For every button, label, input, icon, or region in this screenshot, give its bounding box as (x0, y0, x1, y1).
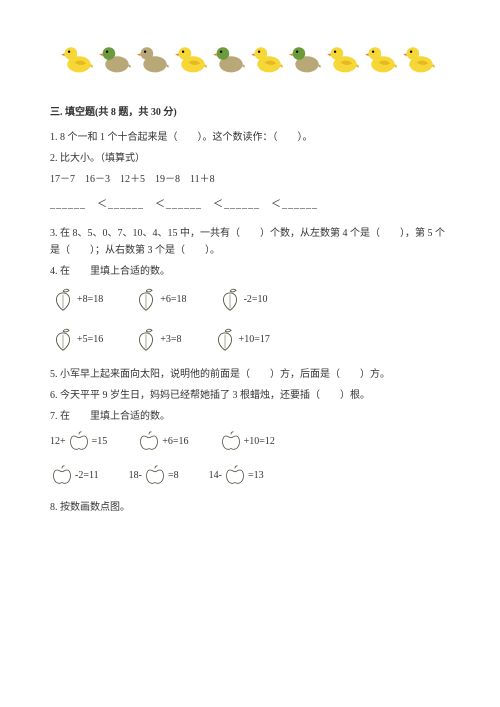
question-4: 4. 在 里填上合适的数。 (50, 263, 450, 280)
equation-post: =8 (168, 467, 179, 484)
equation-post: =15 (92, 433, 108, 450)
duck-border (50, 40, 450, 76)
question-3: 3. 在 8、5、0、7、10、4、15 中，一共有（ ）个数，从左数第 4 个… (50, 225, 450, 259)
equation-post: +10=12 (244, 433, 275, 450)
duck-icon (403, 40, 439, 76)
peach-icon (50, 326, 76, 352)
equation-post: =13 (248, 467, 264, 484)
peach-icon (212, 326, 238, 352)
duck-icon (213, 40, 249, 76)
equation-pre: 14- (209, 467, 222, 484)
duck-icon (175, 40, 211, 76)
peach-icon (133, 326, 159, 352)
question-7: 7. 在 里填上合适的数。 (50, 408, 450, 425)
question-2-expressions: 17－7 16－3 12＋5 19－8 11＋8 (50, 171, 450, 188)
equation-item: +10=17 (212, 326, 270, 352)
equation-item: 12+ =15 (50, 431, 107, 451)
equation-post: -2=11 (75, 467, 99, 484)
duck-icon (327, 40, 363, 76)
equation-pre: 12+ (50, 433, 66, 450)
equation-item: +8=18 (50, 286, 103, 312)
equation-item: 14- =13 (209, 465, 264, 485)
question-5: 5. 小军早上起来面向太阳，说明他的前面是（ ）方，后面是（ ）方。 (50, 366, 450, 383)
equation-item: +10=12 (219, 431, 275, 451)
duck-icon (251, 40, 287, 76)
equation-item: -2=10 (217, 286, 268, 312)
question-8: 8. 按数画数点图。 (50, 499, 450, 516)
equation-pre: 18- (129, 467, 142, 484)
peach-icon (50, 286, 76, 312)
apple-icon (219, 431, 243, 451)
equation-text: -2=10 (244, 291, 268, 308)
apple-icon (50, 465, 74, 485)
equation-item: +6=16 (137, 431, 188, 451)
peach-icon (133, 286, 159, 312)
apple-icon (137, 431, 161, 451)
equation-text: +5=16 (77, 331, 103, 348)
equation-text: +10=17 (239, 331, 270, 348)
question-6: 6. 今天平平 9 岁生日，妈妈已经帮她插了 3 根蜡烛，还要插（ ）根。 (50, 387, 450, 404)
equation-text: +8=18 (77, 291, 103, 308)
apple-icon (223, 465, 247, 485)
question-2-blanks: ______ ＜______ ＜______ ＜______ ＜______ (50, 196, 450, 213)
peach-icon (217, 286, 243, 312)
equation-item: -2=11 (50, 465, 99, 485)
question-7-equations: 12+ =15 +6=16 +10=12 -2=11 18- =8 14- =13 (50, 431, 450, 485)
question-1: 1. 8 个一和 1 个十合起来是（ ）。这个数读作：（ ）。 (50, 129, 450, 146)
equation-text: +3=8 (160, 331, 181, 348)
duck-icon (99, 40, 135, 76)
apple-icon (143, 465, 167, 485)
duck-icon (289, 40, 325, 76)
equation-item: 18- =8 (129, 465, 179, 485)
duck-icon (365, 40, 401, 76)
duck-icon (137, 40, 173, 76)
section-title: 三. 填空题(共 8 题，共 30 分) (50, 104, 450, 121)
question-2: 2. 比大小。（填算式） (50, 150, 450, 167)
equation-item: +5=16 (50, 326, 103, 352)
apple-icon (67, 431, 91, 451)
duck-icon (61, 40, 97, 76)
equation-item: +3=8 (133, 326, 181, 352)
question-4-equations: +8=18 +6=18 -2=10 +5=16 +3=8 +10=17 (50, 286, 450, 352)
equation-text: +6=18 (160, 291, 186, 308)
equation-item: +6=18 (133, 286, 186, 312)
equation-post: +6=16 (162, 433, 188, 450)
